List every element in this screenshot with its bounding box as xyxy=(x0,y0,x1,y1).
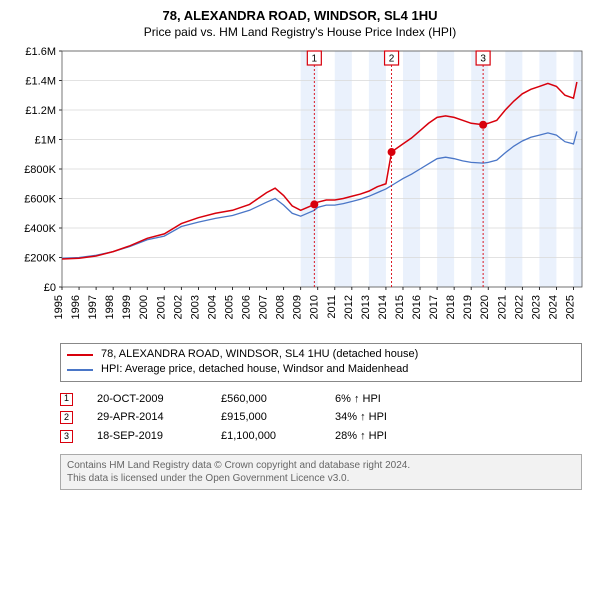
svg-text:1995: 1995 xyxy=(53,295,65,319)
sale-row: 2 29-APR-2014 £915,000 34% ↑ HPI xyxy=(60,408,582,427)
svg-text:3: 3 xyxy=(480,54,486,65)
svg-text:2002: 2002 xyxy=(172,295,184,319)
page-title: 78, ALEXANDRA ROAD, WINDSOR, SL4 1HU xyxy=(10,8,590,23)
svg-text:2024: 2024 xyxy=(547,295,559,319)
svg-text:2011: 2011 xyxy=(326,295,338,319)
svg-text:2015: 2015 xyxy=(394,295,406,319)
svg-text:2019: 2019 xyxy=(462,295,474,319)
svg-text:2009: 2009 xyxy=(292,295,304,319)
svg-text:2016: 2016 xyxy=(411,295,423,319)
svg-text:2008: 2008 xyxy=(275,295,287,319)
sale-price: £1,100,000 xyxy=(221,427,311,446)
svg-text:2001: 2001 xyxy=(155,295,167,319)
legend-swatch xyxy=(67,369,93,371)
svg-text:£1.4M: £1.4M xyxy=(25,76,56,88)
attribution-line: Contains HM Land Registry data © Crown c… xyxy=(67,459,575,472)
sales-table: 1 20-OCT-2009 £560,000 6% ↑ HPI 2 29-APR-2014… xyxy=(60,390,582,446)
svg-text:2014: 2014 xyxy=(377,295,389,319)
svg-text:2018: 2018 xyxy=(445,295,457,319)
svg-text:£1.2M: £1.2M xyxy=(25,105,56,117)
sale-hpi: 34% ↑ HPI xyxy=(335,408,387,427)
svg-text:£1M: £1M xyxy=(35,135,56,147)
sale-date: 20-OCT-2009 xyxy=(97,390,197,409)
legend-label: 78, ALEXANDRA ROAD, WINDSOR, SL4 1HU (de… xyxy=(101,347,418,362)
svg-text:2010: 2010 xyxy=(309,295,321,319)
svg-text:2021: 2021 xyxy=(496,295,508,319)
svg-text:1998: 1998 xyxy=(104,295,116,319)
svg-text:2000: 2000 xyxy=(138,295,150,319)
page-subtitle: Price paid vs. HM Land Registry's House … xyxy=(10,25,590,39)
sale-row: 3 18-SEP-2019 £1,100,000 28% ↑ HPI xyxy=(60,427,582,446)
sale-marker: 3 xyxy=(60,430,73,443)
legend-item: HPI: Average price, detached house, Wind… xyxy=(67,362,575,377)
svg-text:2012: 2012 xyxy=(343,295,355,319)
svg-text:2007: 2007 xyxy=(258,295,270,319)
svg-text:1999: 1999 xyxy=(121,295,133,319)
svg-text:2023: 2023 xyxy=(530,295,542,319)
attribution: Contains HM Land Registry data © Crown c… xyxy=(60,454,582,490)
price-chart: £0 £200K £400K £600K £800K £1M £1.2M £1.4M £1.6M… xyxy=(10,47,590,337)
legend: 78, ALEXANDRA ROAD, WINDSOR, SL4 1HU (de… xyxy=(60,343,582,382)
svg-text:2003: 2003 xyxy=(189,295,201,319)
svg-text:2025: 2025 xyxy=(564,295,576,319)
sale-row: 1 20-OCT-2009 £560,000 6% ↑ HPI xyxy=(60,390,582,409)
svg-text:2017: 2017 xyxy=(428,295,440,319)
sale-hpi: 6% ↑ HPI xyxy=(335,390,381,409)
legend-label: HPI: Average price, detached house, Wind… xyxy=(101,362,408,377)
legend-item: 78, ALEXANDRA ROAD, WINDSOR, SL4 1HU (de… xyxy=(67,347,575,362)
svg-text:2004: 2004 xyxy=(206,295,218,319)
svg-text:2: 2 xyxy=(389,54,395,65)
sale-marker: 2 xyxy=(60,411,73,424)
svg-text:£0: £0 xyxy=(44,282,56,294)
legend-swatch xyxy=(67,354,93,356)
sale-price: £560,000 xyxy=(221,390,311,409)
sale-date: 18-SEP-2019 xyxy=(97,427,197,446)
attribution-line: This data is licensed under the Open Gov… xyxy=(67,472,575,485)
sale-hpi: 28% ↑ HPI xyxy=(335,427,387,446)
svg-text:1997: 1997 xyxy=(87,295,99,319)
sale-price: £915,000 xyxy=(221,408,311,427)
svg-text:£600K: £600K xyxy=(24,194,56,206)
svg-text:£400K: £400K xyxy=(24,223,56,235)
svg-text:2005: 2005 xyxy=(223,295,235,319)
svg-text:2022: 2022 xyxy=(513,295,525,319)
svg-text:2006: 2006 xyxy=(241,295,253,319)
sale-date: 29-APR-2014 xyxy=(97,408,197,427)
svg-text:1996: 1996 xyxy=(70,295,82,319)
svg-text:2020: 2020 xyxy=(479,295,491,319)
sale-marker: 1 xyxy=(60,393,73,406)
svg-text:£1.6M: £1.6M xyxy=(25,47,56,58)
svg-text:£200K: £200K xyxy=(24,253,56,265)
svg-text:£800K: £800K xyxy=(24,164,56,176)
svg-text:1: 1 xyxy=(312,54,318,65)
svg-text:2013: 2013 xyxy=(360,295,372,319)
